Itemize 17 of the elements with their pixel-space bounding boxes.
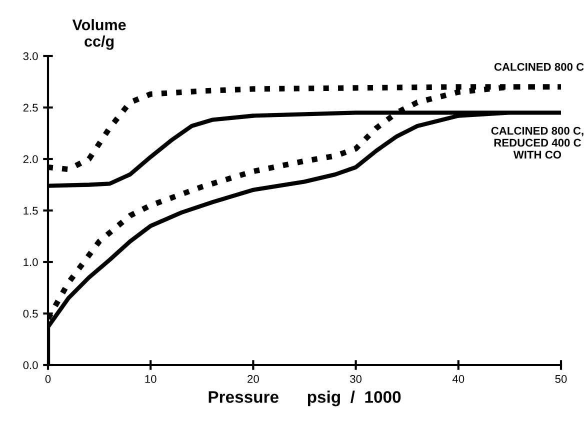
x-tick-label: 0 [45, 375, 51, 383]
x-tick-label: 50 [555, 375, 567, 383]
x-tick-label: 30 [350, 375, 362, 383]
x-tick-label: 40 [452, 375, 464, 383]
series-label: CALCINED 800 C, REDUCED 400 C WITH CO [491, 126, 584, 159]
y-axis-title: Volume cc/g [72, 19, 126, 50]
y-tick-label: 2.5 [23, 104, 38, 112]
y-tick-label: 3.0 [23, 52, 38, 60]
y-tick-label: 0.0 [23, 361, 38, 370]
x-tick-label: 20 [248, 375, 259, 383]
series-label: CALCINED 800 C [494, 62, 584, 71]
y-tick-label: 1.5 [24, 206, 38, 215]
y-tick-label: 0.5 [23, 310, 38, 318]
y-tick-label: 2.0 [23, 155, 38, 164]
x-tick-label: 10 [145, 375, 156, 383]
x-axis-title: Pressure psig / 1000 [208, 390, 401, 406]
y-tick-label: 1.0 [24, 258, 38, 266]
